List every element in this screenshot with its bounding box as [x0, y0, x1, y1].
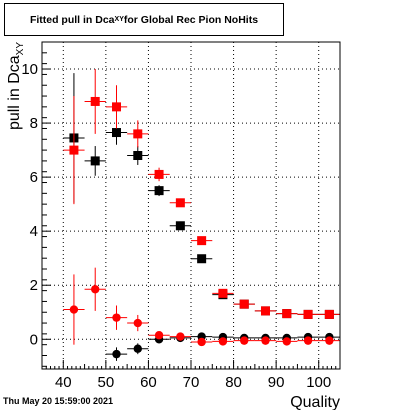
data-point-circle — [91, 285, 100, 294]
data-point-circle — [303, 336, 313, 345]
data-point-square — [303, 309, 313, 319]
x-tick-label: 70 — [183, 374, 200, 391]
data-point-circle — [218, 337, 228, 346]
data-point-square — [112, 128, 121, 138]
data-point-circle — [240, 336, 249, 345]
y-tick-label: 6 — [30, 169, 38, 186]
data-point-circle — [154, 331, 164, 340]
data-point-circle — [261, 336, 270, 345]
y-axis-title-sub: XY — [15, 42, 26, 56]
grid-lines — [42, 42, 340, 369]
data-point-square — [197, 236, 207, 246]
chart-title-sub: XY — [114, 16, 124, 23]
y-tick-label: 8 — [30, 115, 38, 132]
series-2 — [105, 332, 340, 361]
data-point-square — [133, 129, 143, 139]
y-tick-label: 10 — [21, 61, 38, 78]
series-0 — [63, 73, 340, 319]
y-tick-label: 2 — [30, 277, 38, 294]
data-point-circle — [112, 313, 121, 322]
data-point-circle — [133, 344, 142, 353]
x-tick-label: 40 — [55, 374, 72, 391]
data-point-square — [261, 306, 270, 316]
chart-title-box: Fitted pull in Dca XY for Global Rec Pion… — [4, 3, 284, 36]
y-tick-label: 4 — [30, 223, 38, 240]
timestamp: Thu May 20 15:59:00 2021 — [3, 396, 114, 406]
data-point-square — [154, 186, 164, 196]
data-point-square — [133, 151, 143, 161]
series-1 — [63, 69, 340, 319]
plot-frame — [41, 41, 341, 370]
data-point-square — [90, 96, 100, 106]
data-point-circle — [176, 332, 185, 341]
data-point-square — [282, 309, 292, 319]
data-points — [63, 69, 340, 361]
data-point-circle — [112, 349, 121, 359]
x-tick-label: 80 — [225, 374, 242, 391]
x-axis-title: Quality — [290, 394, 340, 410]
series-3 — [63, 267, 340, 347]
x-tick-label: 60 — [140, 374, 157, 391]
data-point-square — [324, 309, 334, 319]
data-point-circle — [197, 337, 206, 347]
data-point-square — [69, 145, 79, 155]
data-point-square — [175, 221, 185, 231]
chart-title-rest: for Global Rec Pion NoHits — [123, 13, 259, 26]
y-tick-label: 0 — [30, 331, 38, 348]
x-tick-label: 90 — [268, 374, 285, 391]
chart-title-main: Fitted pull in Dca — [29, 13, 115, 26]
data-point-circle — [282, 337, 291, 346]
data-point-circle — [69, 305, 79, 314]
data-point-square — [175, 198, 185, 208]
data-point-circle — [325, 336, 334, 345]
axes: 40 50 60 70 80 90 100 0 2 4 6 8 10 — [21, 41, 341, 391]
data-point-square — [112, 102, 121, 112]
data-point-circle — [133, 318, 142, 328]
data-point-square — [239, 299, 249, 309]
x-tick-label: 50 — [98, 374, 115, 391]
y-axis-title-main: pull in Dca — [6, 55, 23, 130]
data-point-square — [154, 169, 164, 179]
data-point-square — [197, 254, 207, 264]
x-tick-label: 100 — [306, 374, 331, 391]
data-point-square — [218, 288, 228, 298]
data-point-square — [90, 156, 100, 166]
y-axis-title: pull in DcaXY — [6, 42, 26, 130]
